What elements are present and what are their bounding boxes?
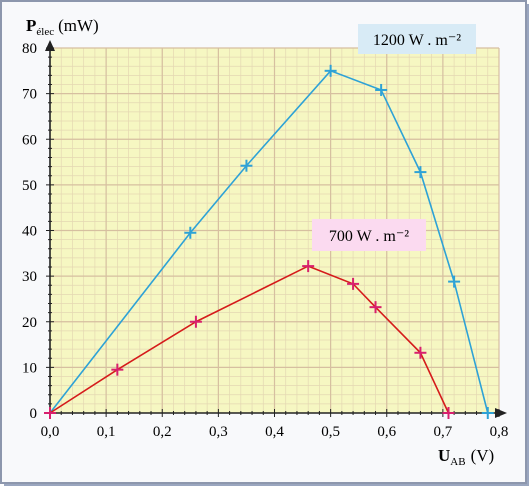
y-axis-subscript: élec <box>36 26 54 38</box>
y-tick-label: 20 <box>22 315 37 331</box>
x-tick-label: 0,2 <box>153 424 172 440</box>
series-1-marker <box>375 83 388 96</box>
series-1-marker <box>481 407 494 419</box>
x-tick-label: 0,6 <box>377 424 396 440</box>
y-tick-label: 30 <box>22 269 37 285</box>
x-axis-subscript: AB <box>450 456 465 468</box>
series-2-marker <box>369 301 382 314</box>
y-axis-symbol: P <box>26 16 36 35</box>
y-tick-label: 10 <box>22 360 37 376</box>
y-tick-label: 70 <box>22 87 37 103</box>
legend-label-series-2: 700 W . m⁻² <box>312 219 426 251</box>
series-1-line <box>49 69 489 414</box>
x-tick-label: 0,4 <box>265 424 284 440</box>
x-axis-arrow <box>495 408 507 418</box>
y-tick-label: 40 <box>22 224 37 240</box>
series-1-marker <box>184 226 197 239</box>
y-tick-label: 80 <box>22 41 37 57</box>
tick-labels: 0,0 0,1 0,2 0,3 0,4 0,5 0,6 0,7 0,8 0 10 20 30 40 50 60… <box>22 41 508 440</box>
x-tick-label: 0,3 <box>209 424 228 440</box>
series-2-marker <box>111 363 124 376</box>
x-axis-unit: (V) <box>471 446 495 465</box>
series-2-marker <box>347 277 360 290</box>
legend-box-series-2 <box>312 219 426 251</box>
legend-label-series-1: 1200 W . m⁻² <box>358 24 476 54</box>
series-2-marker <box>44 407 56 419</box>
y-axis-arrow <box>45 40 55 51</box>
y-tick-label: 0 <box>30 406 38 422</box>
y-tick-label: 50 <box>22 178 37 194</box>
series-1-marker <box>414 166 427 179</box>
x-tick-label: 0,5 <box>321 424 340 440</box>
x-tick-label: 0,0 <box>41 424 60 440</box>
series-1-marker <box>448 275 461 288</box>
legend-text-series-1: 1200 W . m⁻² <box>373 32 461 49</box>
series-2-marker <box>414 346 427 359</box>
x-tick-label: 0,7 <box>434 424 453 440</box>
series-2-marker <box>189 315 202 328</box>
x-axis-title: UAB (V) <box>438 446 494 468</box>
y-axis-title: Pélec (mW) <box>26 16 99 38</box>
axes <box>45 40 507 418</box>
series-1-marker <box>324 64 337 77</box>
legend-text-series-2: 700 W . m⁻² <box>329 228 409 245</box>
legend-box-series-1 <box>358 24 476 54</box>
series-layer <box>44 64 494 419</box>
y-tick-label: 60 <box>22 132 37 148</box>
y-axis-unit: (mW) <box>58 16 99 35</box>
x-axis-symbol: U <box>438 446 450 465</box>
x-tick-label: 0,8 <box>490 424 509 440</box>
series-2-marker <box>442 407 455 419</box>
x-tick-label: 0,1 <box>97 424 116 440</box>
series-2-marker <box>302 260 315 273</box>
series-1-marker <box>240 159 253 172</box>
series-2-line <box>49 265 450 414</box>
